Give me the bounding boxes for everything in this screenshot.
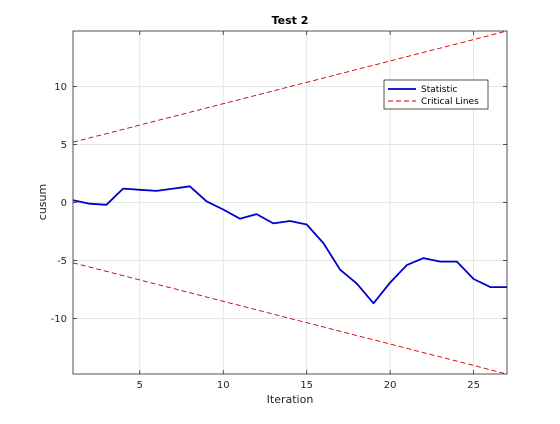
legend: Statistic Critical Lines: [383, 79, 489, 110]
y-tick-label: -10: [51, 314, 67, 325]
y-tick-label: 10: [54, 82, 67, 93]
critical-line-2: [72, 262, 508, 375]
critical-line-1: [72, 30, 508, 143]
series-layer: [72, 30, 508, 375]
y-tick-label: 0: [61, 198, 67, 209]
x-axis-label: Iteration: [267, 393, 314, 406]
y-tick-label: -5: [57, 256, 67, 267]
x-tick-label: 25: [467, 380, 480, 391]
legend-label-1: Critical Lines: [421, 97, 479, 107]
x-tick-label: 15: [300, 380, 313, 391]
legend-label-0: Statistic: [421, 85, 458, 95]
y-axis-label: cusum: [36, 184, 49, 220]
x-tick-label: 20: [384, 380, 397, 391]
x-tick-label: 10: [217, 380, 230, 391]
chart-title: Test 2: [272, 14, 309, 27]
legend-box: [383, 79, 489, 110]
statistic-line: [72, 185, 507, 305]
ticks: 5 10 15 20 25 -10 -5 0 5 10: [51, 31, 507, 391]
y-tick-label: 5: [61, 140, 67, 151]
x-tick-label: 5: [137, 380, 143, 391]
